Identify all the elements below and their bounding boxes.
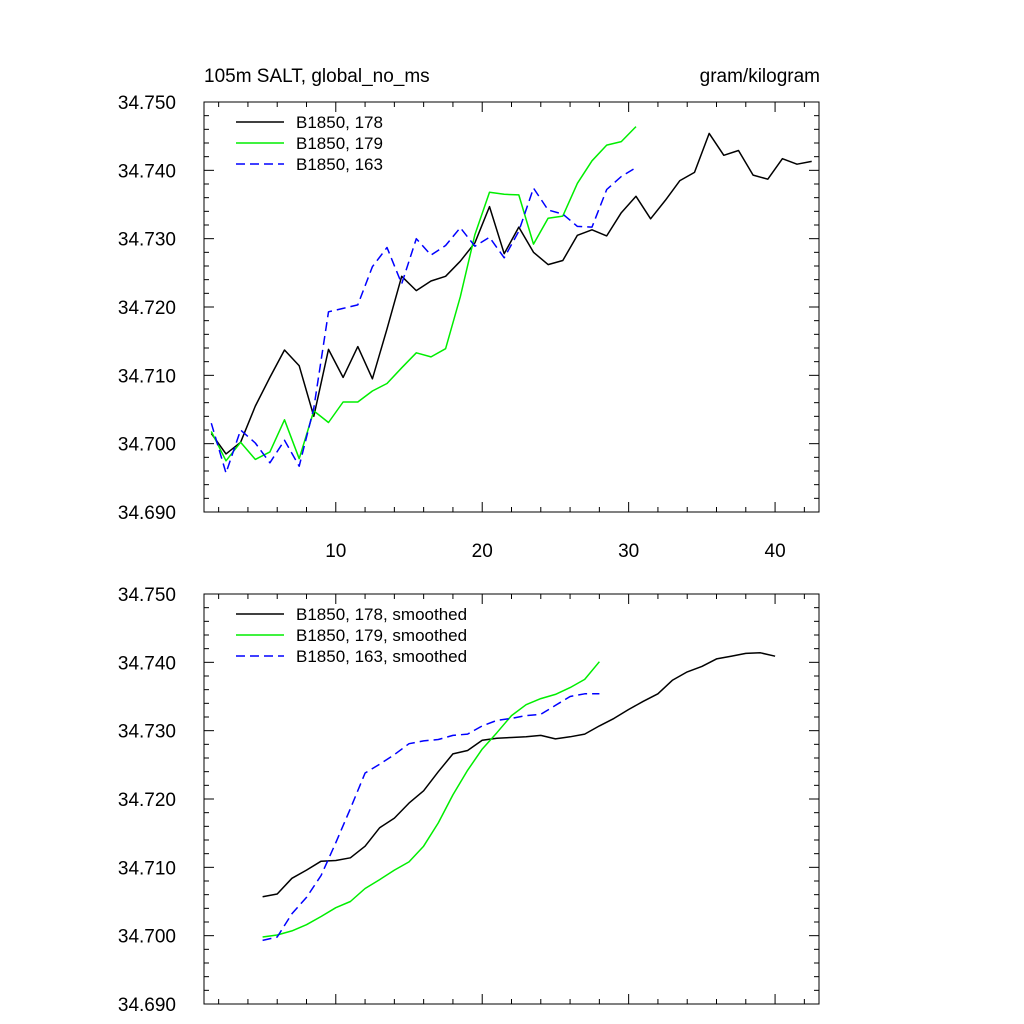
legend-label-b1850-179: B1850, 179 xyxy=(296,134,383,153)
series-line-b1850-179-smoothed xyxy=(262,661,600,938)
top-panel-units: gram/kilogram xyxy=(700,66,820,87)
legend-label-b1850-163: B1850, 163 xyxy=(296,155,383,174)
series-line-b1850-178-smoothed xyxy=(262,652,776,898)
y-tick-label: 34.720 xyxy=(118,298,176,319)
y-tick-label: 34.730 xyxy=(118,230,176,251)
bottom-axis-ticks xyxy=(204,593,819,1005)
top-legend: B1850, 178 B1850, 179 B1850, 163 xyxy=(236,113,383,174)
bottom-series-lines xyxy=(262,652,776,942)
y-tick-label: 34.690 xyxy=(118,503,176,524)
top-y-tick-labels: 34.750 34.740 34.730 34.720 34.710 34.700 34.6… xyxy=(118,93,176,524)
x-tick-label: 20 xyxy=(472,541,493,562)
y-tick-label: 34.700 xyxy=(118,435,176,456)
top-series-lines xyxy=(210,126,812,474)
y-tick-label: 34.700 xyxy=(118,927,176,948)
series-line-b1850-179 xyxy=(210,126,637,462)
legend-label-b1850-178-smoothed: B1850, 178, smoothed xyxy=(296,605,467,624)
top-panel: 105m SALT, global_no_ms gram/kilogram 34… xyxy=(118,66,820,562)
series-line-b1850-178 xyxy=(210,132,812,455)
legend-label-b1850-178: B1850, 178 xyxy=(296,113,383,132)
y-tick-label: 34.740 xyxy=(118,161,176,182)
x-tick-label: 10 xyxy=(325,541,346,562)
bottom-y-tick-labels: 34.750 34.740 34.730 34.720 34.710 34.700 34.6… xyxy=(118,585,176,1016)
series-line-b1850-163 xyxy=(210,166,637,474)
top-panel-title: 105m SALT, global_no_ms xyxy=(204,66,430,87)
x-tick-label: 30 xyxy=(618,541,639,562)
top-axis-ticks xyxy=(204,101,819,513)
y-tick-label: 34.750 xyxy=(118,585,176,606)
x-tick-label: 40 xyxy=(765,541,786,562)
series-line-b1850-163-smoothed xyxy=(262,693,600,942)
bottom-legend: B1850, 178, smoothed B1850, 179, smoothed… xyxy=(236,605,467,666)
y-tick-label: 34.740 xyxy=(118,653,176,674)
legend-label-b1850-179-smoothed: B1850, 179, smoothed xyxy=(296,626,467,645)
y-tick-label: 34.710 xyxy=(118,366,176,387)
y-tick-label: 34.710 xyxy=(118,858,176,879)
y-tick-label: 34.720 xyxy=(118,790,176,811)
y-tick-label: 34.730 xyxy=(118,722,176,743)
y-tick-label: 34.690 xyxy=(118,995,176,1016)
y-tick-label: 34.750 xyxy=(118,93,176,114)
top-x-tick-labels: 10 20 30 40 xyxy=(325,541,785,562)
bottom-panel: 34.750 34.740 34.730 34.720 34.710 34.700 34.6… xyxy=(118,585,820,1016)
legend-label-b1850-163-smoothed: B1850, 163, smoothed xyxy=(296,647,467,666)
